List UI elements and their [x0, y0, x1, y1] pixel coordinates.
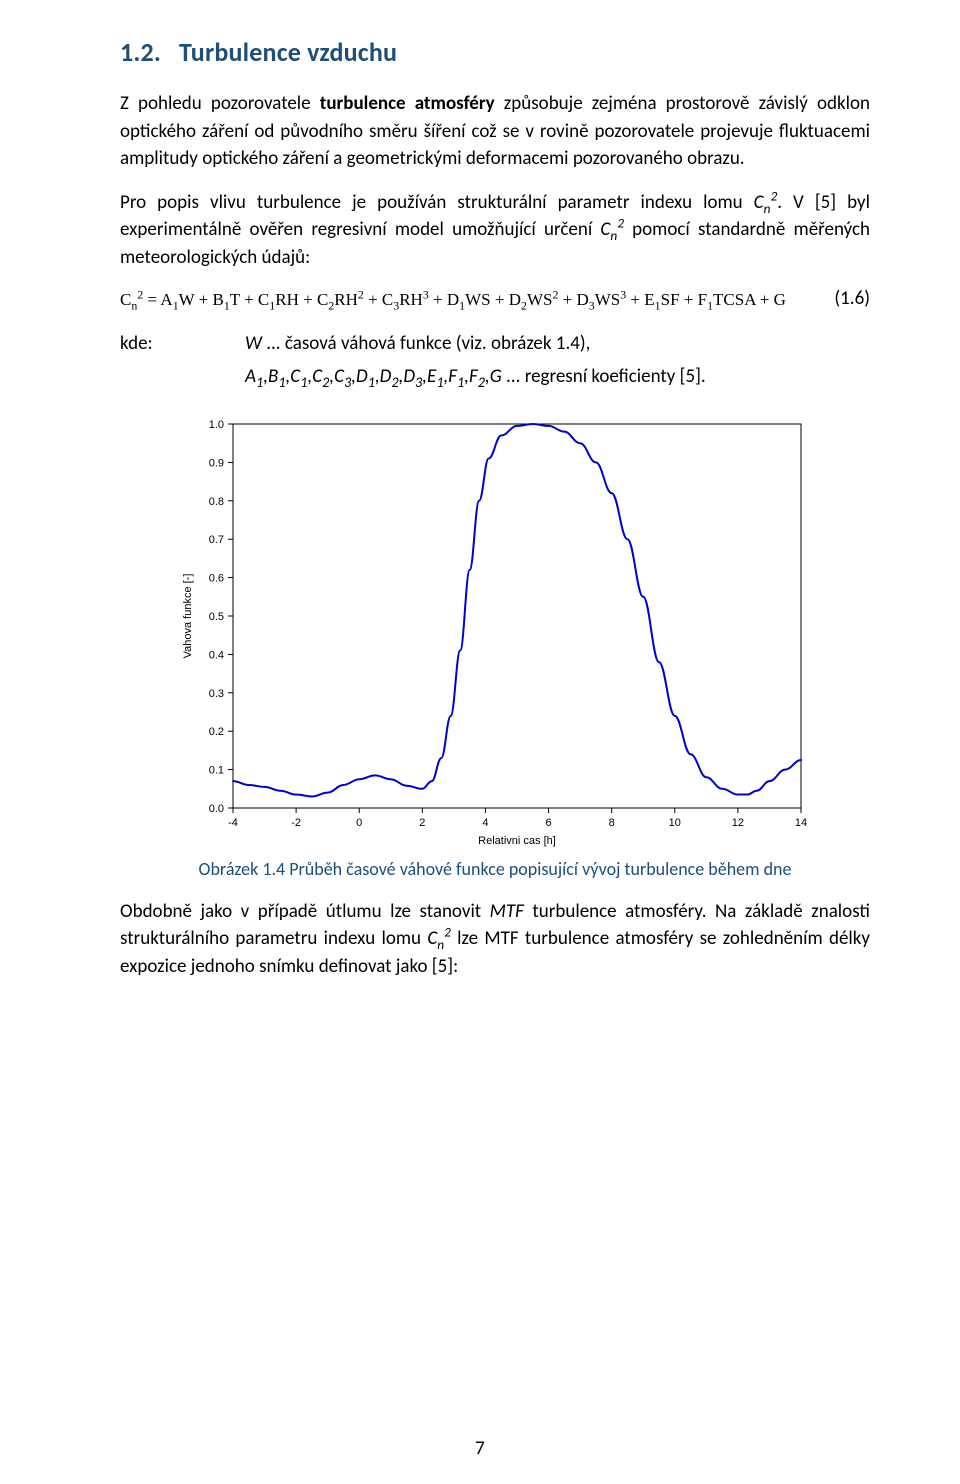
svg-text:14: 14: [795, 817, 807, 829]
svg-text:-4: -4: [228, 817, 238, 829]
svg-text:8: 8: [609, 817, 615, 829]
section-number: 1.2.: [120, 36, 161, 68]
figure-caption: Obrázek 1.4 Průběh časové váhové funkce …: [120, 858, 870, 880]
equation-1-6: Cn2 = A1W + B1T + C1RH + C2RH2 + C3RH3 +…: [120, 287, 870, 310]
svg-text:0.5: 0.5: [209, 611, 224, 623]
svg-text:0.3: 0.3: [209, 687, 224, 699]
paragraph-3: Obdobně jako v případě útlumu lze stanov…: [120, 898, 870, 981]
svg-text:0.1: 0.1: [209, 764, 224, 776]
svg-text:6: 6: [545, 817, 551, 829]
svg-text:Relativni cas [h]: Relativni cas [h]: [478, 835, 556, 847]
where-row-1: W ... časová váhová funkce (viz. obrázek…: [245, 328, 870, 360]
svg-text:0.0: 0.0: [209, 803, 224, 815]
paragraph-1: Z pohledu pozorovatele turbulence atmosf…: [120, 90, 870, 173]
equation-number: (1.6): [834, 287, 870, 310]
svg-text:0.6: 0.6: [209, 572, 224, 584]
where-row-2: A1,B1,C1,C2,C3,D1,D2,D3,E1,F1,F2,G ... r…: [245, 361, 870, 394]
svg-text:4: 4: [482, 817, 488, 829]
svg-text:0.2: 0.2: [209, 726, 224, 738]
svg-text:1.0: 1.0: [209, 419, 224, 431]
section-heading: 1.2. Turbulence vzduchu: [120, 36, 870, 68]
svg-text:0.7: 0.7: [209, 534, 224, 546]
svg-text:0.9: 0.9: [209, 457, 224, 469]
svg-text:0.8: 0.8: [209, 495, 224, 507]
chart-container: -4 -2 0 2 4 6 8 10 12 14 0.0 0.1 0.2 0.3 0.4 0.5 0.6 0.7 0…: [120, 412, 870, 852]
equation-body: Cn2 = A1W + B1T + C1RH + C2RH2 + C3RH3 +…: [120, 290, 786, 310]
svg-text:10: 10: [669, 817, 681, 829]
svg-text:0.4: 0.4: [209, 649, 224, 661]
page-number: 7: [0, 1437, 960, 1460]
paragraph-2: Pro popis vlivu turbulence je používán s…: [120, 189, 870, 272]
section-title: Turbulence vzduchu: [179, 36, 397, 68]
svg-text:12: 12: [732, 817, 744, 829]
svg-text:Vahova funkce [-]: Vahova funkce [-]: [182, 573, 194, 658]
where-block: kde: W ... časová váhová funkce (viz. ob…: [120, 328, 870, 393]
where-label: kde:: [120, 328, 245, 360]
svg-text:2: 2: [419, 817, 425, 829]
svg-text:-2: -2: [291, 817, 301, 829]
svg-text:0: 0: [356, 817, 362, 829]
weight-function-chart: -4 -2 0 2 4 6 8 10 12 14 0.0 0.1 0.2 0.3 0.4 0.5 0.6 0.7 0…: [175, 412, 815, 852]
